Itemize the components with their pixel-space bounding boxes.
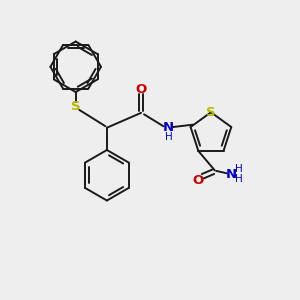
Text: O: O — [193, 174, 204, 187]
Text: S: S — [206, 106, 216, 119]
Text: O: O — [136, 82, 147, 96]
Text: S: S — [71, 100, 80, 113]
Text: H: H — [236, 164, 243, 174]
Text: N: N — [162, 121, 173, 134]
Text: H: H — [165, 132, 172, 142]
Text: H: H — [236, 174, 243, 184]
Text: N: N — [226, 168, 237, 181]
